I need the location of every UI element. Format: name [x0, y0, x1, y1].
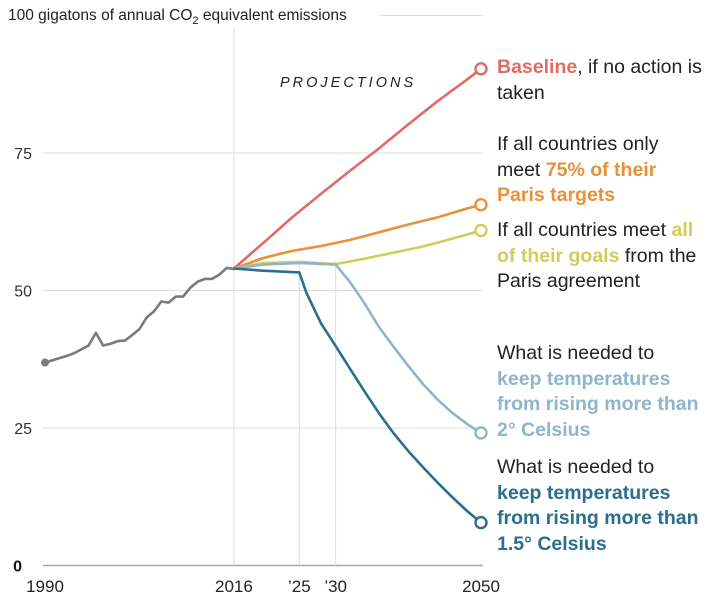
- gridlines: [43, 15, 483, 567]
- label-baseline-highlight: Baseline: [497, 56, 578, 78]
- label-all-goals: If all countries meet all of their goals…: [497, 218, 707, 295]
- series-lines: [41, 62, 488, 530]
- x-tick-label: 1990: [26, 577, 64, 596]
- series-end-marker-baseline: [474, 62, 488, 76]
- y-label-prefix: 100 gigatons of annual CO: [8, 7, 192, 24]
- series-end-marker-75-of-paris-targets: [474, 197, 488, 212]
- x-axis-ticks: 1990 2016 ’25 ’30 2050: [26, 577, 500, 596]
- label-1-5-degrees: What is needed to keep temperatures from…: [497, 455, 702, 557]
- label-all-goals-highlight: all of their goals: [497, 219, 694, 267]
- series-line-75-of-paris-targets: [232, 203, 483, 270]
- y-axis-label: 100 gigatons of annual CO2 equivalent em…: [8, 7, 347, 27]
- y-tick-label: 75: [14, 146, 32, 163]
- label-75-percent: If all countries only meet 75% of their …: [497, 132, 687, 209]
- x-tick-label: ’25: [288, 577, 311, 596]
- series-end-marker-below-1-5-celsius: [474, 515, 488, 530]
- y-label-suffix: equivalent emissions: [199, 7, 347, 24]
- label-2-degrees: What is needed to keep temperatures from…: [497, 341, 702, 443]
- projection-vertical-lines: [233, 28, 337, 566]
- series-start-dot-historical: [41, 358, 49, 367]
- x-tick-label: 2016: [215, 577, 253, 596]
- label-all-goals-rest: from the Paris agreement: [497, 244, 697, 293]
- label-75-percent-highlight: 75% of their Paris targets: [497, 158, 657, 207]
- projections-annotation: PROJECTIONS: [280, 75, 416, 91]
- label-1-5-degrees-text: What is needed to: [497, 456, 655, 478]
- label-all-goals-text: If all countries meet: [497, 219, 672, 241]
- series-line-below-2-celsius: [232, 261, 483, 435]
- series-line-baseline: [232, 67, 483, 270]
- y-axis-ticks: 0 25 50 75: [13, 146, 32, 576]
- label-2-degrees-text: What is needed to: [497, 342, 655, 364]
- series-end-marker-all-paris-goals: [474, 223, 488, 238]
- label-75-percent-text: If all countries only meet: [497, 133, 659, 181]
- x-tick-label: ’30: [324, 577, 347, 596]
- y-label-subscript: 2: [192, 15, 198, 27]
- label-baseline-text: , if no action is taken: [497, 56, 702, 104]
- y-tick-label: 50: [14, 284, 32, 301]
- y-tick-label: 0: [13, 559, 22, 576]
- series-end-marker-below-2-celsius: [474, 426, 488, 440]
- series-line-all-paris-goals: [232, 229, 483, 270]
- label-2-degrees-highlight: keep temperatures from rising more than …: [497, 367, 699, 441]
- x-tick-label: 2050: [462, 577, 500, 596]
- label-1-5-degrees-highlight: keep temperatures from rising more than …: [497, 481, 699, 555]
- label-baseline: Baseline, if no action is taken: [497, 55, 707, 106]
- y-tick-label: 25: [14, 421, 32, 438]
- series-line-below-1-5-celsius: [232, 267, 483, 524]
- series-line-historical: [43, 266, 236, 364]
